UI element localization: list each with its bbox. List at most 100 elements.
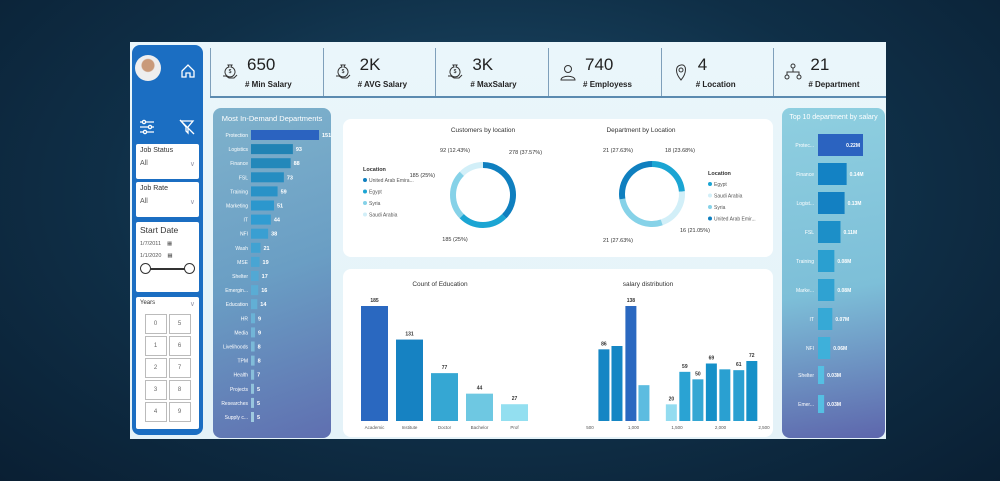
start-date-from[interactable]: 1/7/2011: [140, 241, 162, 247]
bar-value-label: 0.03M: [827, 402, 841, 408]
year-option[interactable]: 4: [144, 402, 167, 422]
bar-category-label: Projects: [230, 387, 249, 393]
bar-value-label: 0.08M: [837, 259, 851, 265]
bar: [251, 327, 256, 338]
bar-category-label: Health: [234, 373, 249, 379]
legend-item: Syria: [369, 201, 381, 207]
legend-item: Egypt: [369, 190, 382, 196]
bar-value-label: 77: [442, 365, 448, 371]
bar-value-label: 17: [262, 274, 268, 280]
bar-value-label: 5: [257, 415, 260, 421]
kpi-label: # MaxSalary: [470, 80, 517, 89]
svg-text:$: $: [341, 69, 344, 75]
year-option[interactable]: 5: [168, 314, 191, 334]
bar: [251, 397, 254, 408]
bar-category-label: Training: [230, 189, 248, 195]
legend-item: Syria: [714, 205, 726, 211]
bar: [818, 395, 825, 413]
bar: [251, 158, 291, 169]
bar: [501, 404, 528, 421]
x-tick-label: 2,500: [758, 425, 770, 430]
bar: [251, 271, 259, 281]
bar-category-label: Supply c...: [225, 415, 248, 421]
job-status-slicer[interactable]: Job Status All ∨: [136, 144, 199, 179]
calendar-icon[interactable]: ▦: [167, 241, 173, 247]
kpi-row: $650 # Min Salary $2K # AVG Salary $3K # MaxS…: [210, 48, 886, 98]
bar: [251, 186, 278, 197]
bar-value-label: 73: [287, 175, 293, 181]
legend-marker: [708, 182, 712, 186]
svg-text:$: $: [454, 69, 457, 75]
bar-category-label: TPM: [237, 359, 248, 365]
kpi-card: 4 # Location: [660, 48, 774, 96]
bar-value-label: 0.11M: [844, 230, 858, 236]
slider-handle-end[interactable]: [184, 263, 195, 274]
job-rate-value[interactable]: All: [140, 198, 148, 205]
bar-category-label: Wash: [235, 246, 248, 252]
x-tick-label: 1,500: [671, 425, 683, 430]
bar-category-label: Emer...: [798, 402, 814, 408]
chevron-down-icon[interactable]: ∨: [189, 199, 195, 206]
chevron-down-icon[interactable]: ∨: [189, 301, 195, 308]
year-option[interactable]: 6: [168, 336, 191, 356]
year-option[interactable]: 3: [144, 380, 167, 400]
bar-value-label: 19: [263, 260, 269, 266]
start-date-to[interactable]: 1/1/2020: [140, 253, 162, 259]
bar-value-label: 50: [695, 371, 701, 377]
bar: [251, 214, 271, 225]
svg-text:$: $: [229, 69, 232, 75]
bar-value-label: 16: [261, 288, 267, 294]
chevron-down-icon[interactable]: ∨: [189, 161, 195, 168]
bar: [818, 192, 845, 214]
chart-title: Most In-Demand Departments: [221, 114, 323, 123]
bar-category-label: FSL: [805, 230, 814, 236]
education-salary-charts: Count of Education 185 Academic 131 Institut…: [361, 281, 770, 430]
year-option[interactable]: 8: [168, 380, 191, 400]
legend-item: Egypt: [714, 182, 727, 188]
bar-category-label: Protec...: [795, 143, 814, 149]
location-pin-icon: [675, 64, 686, 81]
slice-data-label: 278 (37.57%): [509, 150, 542, 156]
x-tick-label: 2,000: [715, 425, 727, 430]
chart-title: salary distribution: [623, 281, 674, 288]
bar-category-label: Media: [234, 330, 248, 336]
year-option[interactable]: 1: [144, 336, 167, 356]
bar: [818, 308, 833, 330]
bar: [251, 242, 261, 253]
job-status-value[interactable]: All: [140, 160, 148, 167]
year-option[interactable]: 7: [168, 358, 191, 378]
bar-value-label: 38: [271, 232, 277, 238]
bar-value-label: 27: [512, 396, 518, 402]
kpi-card: $2K # AVG Salary: [322, 48, 436, 96]
year-option[interactable]: 2: [144, 358, 167, 378]
calendar-icon[interactable]: ▦: [167, 253, 173, 259]
bar-value-label: 86: [601, 341, 607, 347]
bar-value-label: 9: [258, 316, 261, 322]
bar: [251, 355, 255, 366]
bar: [251, 412, 254, 422]
job-rate-slicer[interactable]: Job Rate All ∨: [136, 182, 199, 217]
start-date-slicer[interactable]: Start Date 1/7/2011 ▦ 1/1/2020 ▦: [136, 222, 199, 292]
bar: [251, 228, 269, 239]
date-range-slider[interactable]: [140, 262, 195, 276]
kpi-label: # Location: [695, 80, 736, 89]
bar-value-label: 131: [405, 332, 414, 338]
home-icon[interactable]: [180, 63, 196, 79]
year-option[interactable]: 0: [144, 314, 167, 334]
bar: [818, 250, 835, 272]
bar: [251, 200, 274, 211]
filter-sliders-icon[interactable]: [139, 119, 155, 135]
bar: [638, 385, 650, 421]
kpi-value: 650: [247, 55, 276, 74]
bar-value-label: 93: [296, 147, 302, 153]
clear-filter-icon[interactable]: [179, 119, 195, 135]
slider-handle-start[interactable]: [140, 263, 151, 274]
slice-data-label: 21 (27.63%): [603, 238, 633, 244]
bar: [251, 256, 260, 267]
bar: [818, 221, 841, 243]
legend-title: Location: [708, 171, 732, 177]
year-option[interactable]: 9: [168, 402, 191, 422]
bar: [251, 383, 254, 394]
bar-category-label: Shelter: [232, 274, 248, 280]
